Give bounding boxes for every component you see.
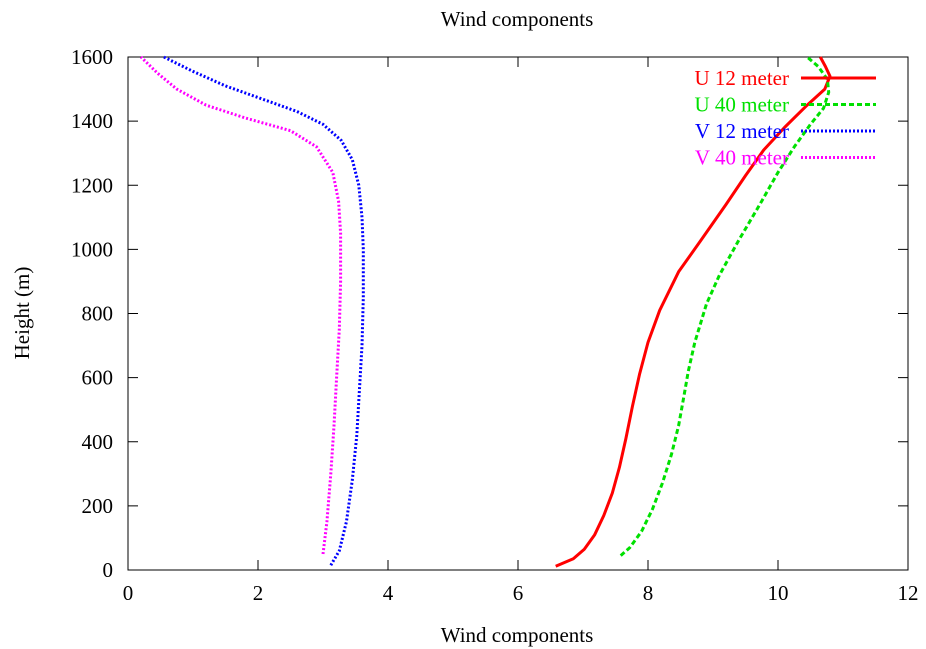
x-tick-label: 2 xyxy=(253,581,264,605)
y-tick-label: 1200 xyxy=(71,173,113,197)
x-tick-label: 12 xyxy=(898,581,919,605)
y-tick-label: 600 xyxy=(82,366,114,390)
y-tick-label: 800 xyxy=(82,302,114,326)
legend-label-2: U 40 meter xyxy=(695,93,789,117)
y-tick-label: 1000 xyxy=(71,237,113,261)
y-tick-label: 1400 xyxy=(71,109,113,133)
chart-title: Wind components xyxy=(441,7,594,31)
y-tick-label: 0 xyxy=(103,558,114,582)
x-tick-label: 4 xyxy=(383,581,394,605)
x-tick-label: 10 xyxy=(768,581,789,605)
y-tick-label: 400 xyxy=(82,430,114,454)
legend-label-4: V 40 meter xyxy=(695,146,789,170)
x-axis-label: Wind components xyxy=(441,623,594,647)
y-tick-label: 1600 xyxy=(71,45,113,69)
x-tick-label: 8 xyxy=(643,581,654,605)
series-line-1 xyxy=(555,56,832,568)
legend-label-1: U 12 meter xyxy=(695,66,789,90)
plot-frame xyxy=(127,56,909,571)
axis-ticks xyxy=(127,56,909,571)
axis-tick-labels: 0 2 4 6 8 10 12 0 200 400 600 800 1000 1200 1400 1600 xyxy=(71,45,919,605)
series-lines xyxy=(139,55,832,568)
x-tick-label: 6 xyxy=(513,581,524,605)
y-tick-label: 200 xyxy=(82,494,114,518)
x-tick-label: 0 xyxy=(123,581,134,605)
series-line-2 xyxy=(619,55,831,557)
legend-label-3: V 12 meter xyxy=(695,119,789,143)
series-line-4 xyxy=(139,55,343,555)
series-line-3 xyxy=(163,55,365,566)
y-axis-label: Height (m) xyxy=(10,267,34,360)
